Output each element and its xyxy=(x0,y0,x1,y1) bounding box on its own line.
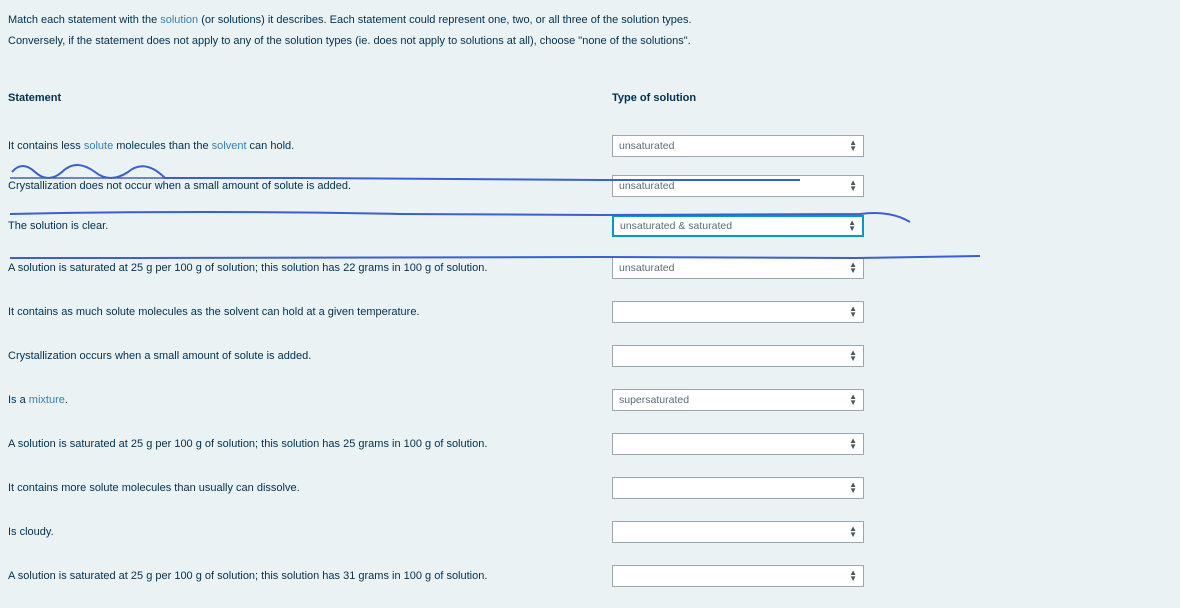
chevron-updown-icon: ▲▼ xyxy=(849,526,857,538)
statement-cell: Is cloudy. xyxy=(8,526,612,538)
solution-type-select[interactable]: ▲▼ xyxy=(612,433,864,455)
term-link[interactable]: solute xyxy=(84,140,113,152)
statement-row: Crystallization occurs when a small amou… xyxy=(8,334,1172,378)
select-cell: ▲▼ xyxy=(612,477,872,499)
statement-cell: Crystallization occurs when a small amou… xyxy=(8,350,612,362)
statement-cell: Crystallization does not occur when a sm… xyxy=(8,180,612,192)
solution-type-select[interactable]: ▲▼ xyxy=(612,301,864,323)
chevron-updown-icon: ▲▼ xyxy=(849,350,857,362)
chevron-updown-icon: ▲▼ xyxy=(849,482,857,494)
chevron-updown-icon: ▲▼ xyxy=(849,394,857,406)
select-value: unsaturated & saturated xyxy=(620,220,732,232)
instruction-text: (or solutions) it describes. Each statem… xyxy=(198,14,691,26)
statement-text: can hold. xyxy=(247,140,295,152)
chevron-updown-icon: ▲▼ xyxy=(849,306,857,318)
select-value: unsaturated xyxy=(619,140,674,152)
instruction-line-2: Conversely, if the statement does not ap… xyxy=(8,31,1172,52)
chevron-updown-icon: ▲▼ xyxy=(849,140,857,152)
statement-cell: Is a mixture. xyxy=(8,394,612,406)
solution-type-select[interactable]: supersaturated ▲▼ xyxy=(612,389,864,411)
solution-link[interactable]: solution xyxy=(160,14,198,26)
statement-row: Crystallization does not occur when a sm… xyxy=(8,166,1172,206)
term-link[interactable]: mixture xyxy=(29,394,65,406)
chevron-updown-icon: ▲▼ xyxy=(849,570,857,582)
solution-type-select[interactable]: unsaturated ▲▼ xyxy=(612,257,864,279)
statement-header: Statement xyxy=(8,92,612,104)
instruction-line-1: Match each statement with the solution (… xyxy=(8,10,1172,31)
statement-cell: It contains as much solute molecules as … xyxy=(8,306,612,318)
select-cell: ▲▼ xyxy=(612,433,872,455)
statement-cell: It contains more solute molecules than u… xyxy=(8,482,612,494)
statement-cell: The solution is clear. xyxy=(8,220,612,232)
statement-row: The solution is clear.unsaturated & satu… xyxy=(8,206,1172,246)
statement-text: It contains less xyxy=(8,140,84,152)
statement-row: It contains less solute molecules than t… xyxy=(8,126,1172,166)
statement-text: Is a xyxy=(8,394,29,406)
term-link[interactable]: solvent xyxy=(212,140,247,152)
solution-type-select[interactable]: unsaturated & saturated ▲▼ xyxy=(612,215,864,237)
statement-cell: A solution is saturated at 25 g per 100 … xyxy=(8,262,612,274)
statement-row: Is a mixture. supersaturated ▲▼ xyxy=(8,378,1172,422)
select-value: unsaturated xyxy=(619,262,674,274)
solution-type-select[interactable]: ▲▼ xyxy=(612,521,864,543)
select-value: supersaturated xyxy=(619,394,689,406)
select-cell: ▲▼ xyxy=(612,345,872,367)
select-cell: ▲▼ xyxy=(612,521,872,543)
solution-type-select[interactable]: ▲▼ xyxy=(612,477,864,499)
statement-cell: It contains less solute molecules than t… xyxy=(8,140,612,152)
select-cell: unsaturated & saturated ▲▼ xyxy=(612,215,872,237)
solution-type-select[interactable]: ▲▼ xyxy=(612,565,864,587)
select-cell: unsaturated ▲▼ xyxy=(612,257,872,279)
select-cell: ▲▼ xyxy=(612,301,872,323)
statement-row: Is cloudy. ▲▼ xyxy=(8,510,1172,554)
statement-row: A solution is saturated at 25 g per 100 … xyxy=(8,246,1172,290)
statement-row: A solution is saturated at 25 g per 100 … xyxy=(8,422,1172,466)
statement-row: It contains as much solute molecules as … xyxy=(8,290,1172,334)
select-cell: unsaturated ▲▼ xyxy=(612,135,872,157)
column-headers: Statement Type of solution xyxy=(8,92,1172,104)
select-cell: unsaturated ▲▼ xyxy=(612,175,872,197)
chevron-updown-icon: ▲▼ xyxy=(849,438,857,450)
rows-container: It contains less solute molecules than t… xyxy=(8,126,1172,598)
solution-type-select[interactable]: unsaturated ▲▼ xyxy=(612,135,864,157)
statement-text: molecules than the xyxy=(113,140,211,152)
select-cell: supersaturated ▲▼ xyxy=(612,389,872,411)
statement-text: . xyxy=(65,394,68,406)
type-header: Type of solution xyxy=(612,92,872,104)
solution-type-select[interactable]: ▲▼ xyxy=(612,345,864,367)
select-cell: ▲▼ xyxy=(612,565,872,587)
statement-cell: A solution is saturated at 25 g per 100 … xyxy=(8,570,612,582)
solution-type-select[interactable]: unsaturated ▲▼ xyxy=(612,175,864,197)
instruction-text: Match each statement with the xyxy=(8,14,160,26)
chevron-updown-icon: ▲▼ xyxy=(849,262,857,274)
instructions: Match each statement with the solution (… xyxy=(8,10,1172,52)
statement-cell: A solution is saturated at 25 g per 100 … xyxy=(8,438,612,450)
chevron-updown-icon: ▲▼ xyxy=(849,180,857,192)
statement-row: A solution is saturated at 25 g per 100 … xyxy=(8,554,1172,598)
statement-row: It contains more solute molecules than u… xyxy=(8,466,1172,510)
select-value: unsaturated xyxy=(619,180,674,192)
chevron-updown-icon: ▲▼ xyxy=(848,220,856,232)
